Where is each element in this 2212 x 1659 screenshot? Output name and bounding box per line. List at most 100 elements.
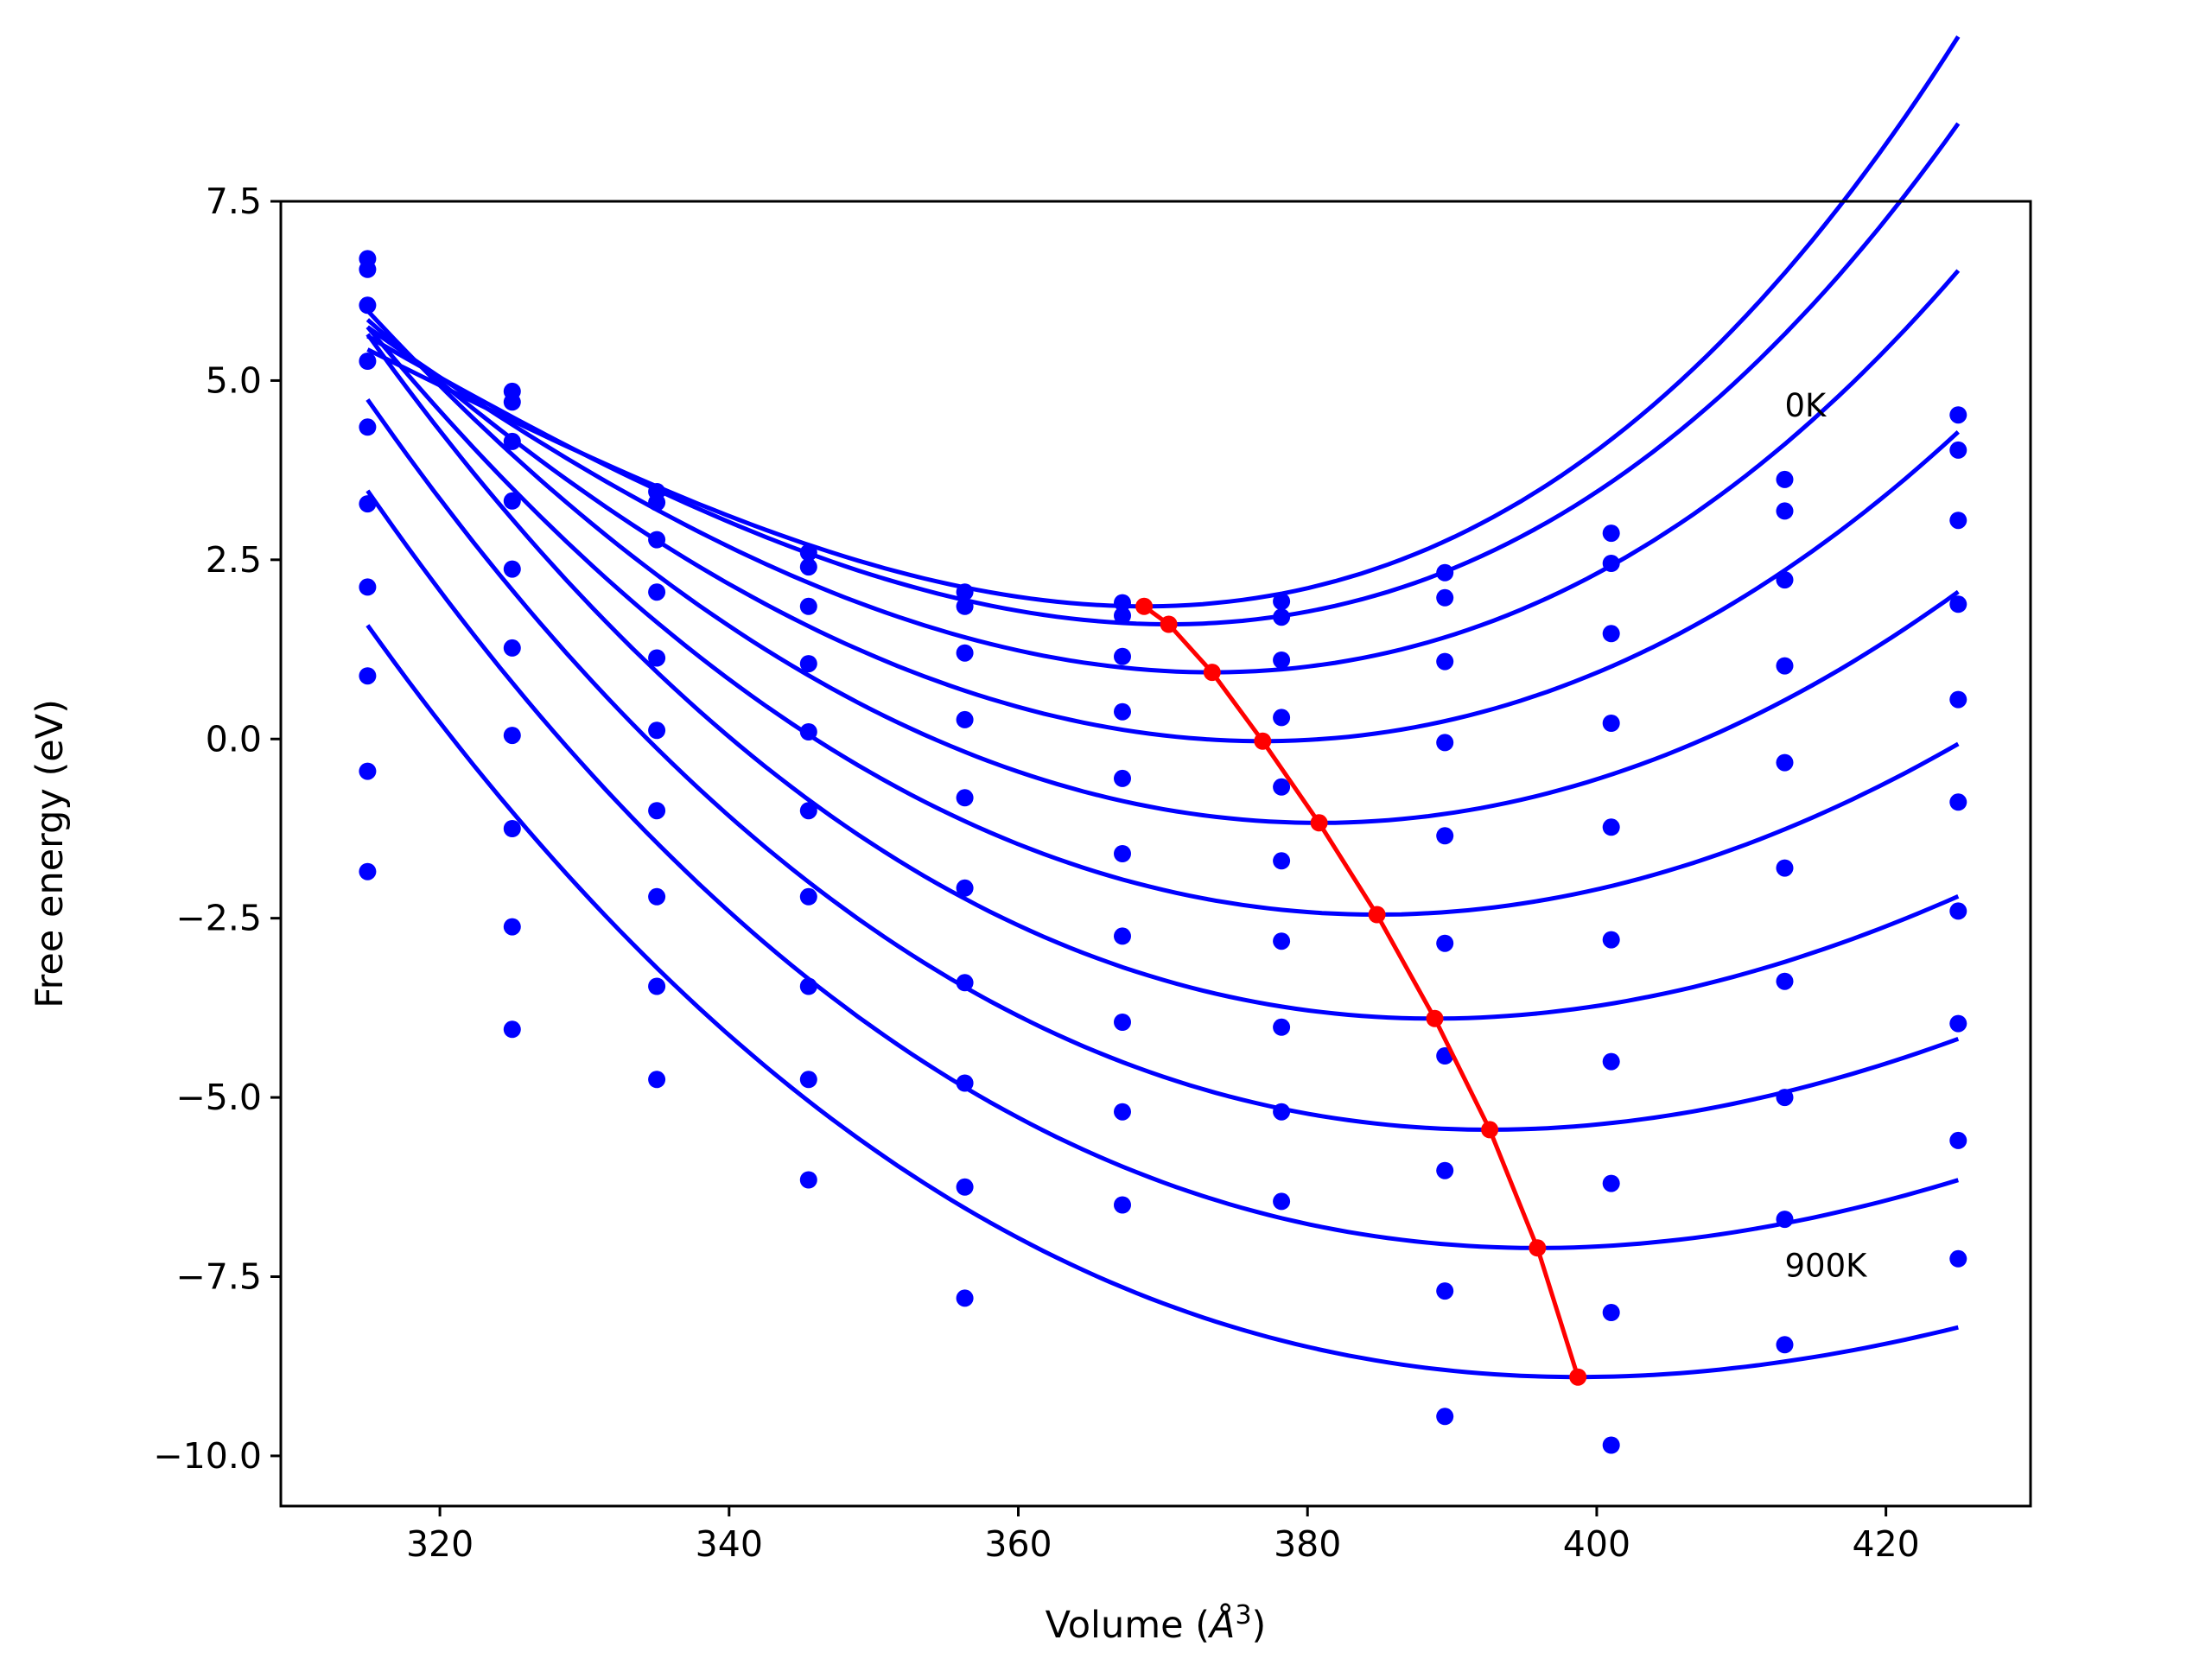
data-point-s8-9 — [1602, 1174, 1620, 1192]
y-tick-label: −7.5 — [175, 1256, 262, 1298]
data-point-s1-5 — [956, 583, 974, 601]
fit-curve-10 — [365, 624, 1959, 1380]
data-point-s2-10 — [1776, 502, 1794, 520]
minimum-point-10 — [1569, 1368, 1587, 1386]
x-tick-label: 380 — [1274, 1523, 1341, 1565]
data-point-s9-10 — [1776, 1211, 1794, 1229]
data-point-s5-10 — [1776, 753, 1794, 772]
data-point-s7-4 — [799, 887, 817, 906]
data-point-s3-11 — [1949, 512, 1967, 530]
data-point-s2-4 — [799, 558, 817, 576]
data-point-s6-5 — [956, 879, 974, 897]
data-point-s7-11 — [1949, 902, 1967, 920]
data-point-s7-7 — [1273, 932, 1291, 950]
data-point-s5-6 — [1114, 769, 1131, 787]
data-point-s8-10 — [1776, 1089, 1794, 1107]
data-point-s5-7 — [1273, 778, 1291, 796]
data-point-s5-5 — [956, 789, 974, 807]
y-tick-label: −10.0 — [153, 1435, 262, 1477]
data-point-s7-5 — [956, 974, 974, 992]
data-point-s2-2 — [503, 393, 521, 411]
data-point-s4-3 — [648, 583, 666, 601]
minimum-point-5 — [1310, 814, 1328, 832]
fit-curves — [365, 35, 1961, 1380]
data-point-s6-1 — [359, 495, 377, 513]
plot-frame — [279, 200, 2032, 1508]
y-tick-label: 5.0 — [206, 359, 262, 401]
fit-curve-3 — [365, 269, 1961, 675]
data-point-s9-4 — [799, 1071, 817, 1089]
data-point-s9-3 — [648, 977, 666, 995]
data-point-s3-10 — [1776, 571, 1794, 589]
data-point-s3-2 — [503, 432, 521, 450]
minimum-point-7 — [1426, 1009, 1444, 1027]
data-point-s4-4 — [799, 655, 817, 673]
minimum-point-4 — [1254, 732, 1272, 750]
data-point-s6-2 — [503, 639, 521, 657]
data-point-s1-6 — [1114, 594, 1131, 612]
data-point-s4-8 — [1436, 734, 1454, 752]
data-point-s3-9 — [1602, 625, 1620, 643]
fit-curve-4 — [365, 318, 1960, 744]
data-point-s6-7 — [1273, 852, 1291, 870]
data-point-s4-11 — [1949, 595, 1967, 613]
data-point-s2-7 — [1273, 608, 1291, 626]
x-axis-title: Volume (Å3) — [1046, 1600, 1267, 1647]
data-point-s10-6 — [1114, 1196, 1131, 1214]
data-point-s2-1 — [359, 260, 377, 278]
data-point-s8-5 — [956, 1074, 974, 1092]
minimum-point-1 — [1135, 597, 1154, 615]
data-point-s7-6 — [1114, 927, 1131, 945]
data-point-s7-3 — [648, 802, 666, 820]
data-point-s7-1 — [359, 578, 377, 596]
fit-curve-9 — [365, 489, 1960, 1250]
y-axis-title: Free energy (eV) — [29, 699, 72, 1008]
data-point-s3-1 — [359, 296, 377, 315]
data-point-s8-2 — [503, 820, 521, 837]
data-point-s6-9 — [1602, 931, 1620, 949]
y-tick-label: 2.5 — [206, 539, 262, 581]
data-point-s2-3 — [648, 493, 666, 512]
data-point-s9-9 — [1602, 1304, 1620, 1321]
data-point-s2-6 — [1114, 607, 1131, 625]
data-point-s8-6 — [1114, 1014, 1131, 1031]
annotation-label-2: 900K — [1784, 1248, 1868, 1285]
data-point-s10-2 — [503, 1020, 521, 1039]
data-point-s10-10 — [1776, 1336, 1794, 1354]
data-point-s9-6 — [1114, 1103, 1131, 1121]
data-point-s3-3 — [648, 531, 666, 549]
data-point-s6-6 — [1114, 845, 1131, 862]
minimum-point-3 — [1203, 664, 1221, 682]
annotations: 0K 900K — [1784, 387, 1868, 1285]
data-point-s9-8 — [1436, 1282, 1454, 1300]
x-axis-ticks: 320 340 360 380 400 420 — [406, 1506, 1920, 1565]
data-point-s10-9 — [1602, 1436, 1620, 1454]
data-point-s8-4 — [799, 977, 817, 995]
data-point-s9-5 — [956, 1178, 974, 1196]
data-point-s6-3 — [648, 721, 666, 740]
data-point-s2-5 — [956, 597, 974, 615]
annotation-label-1: 0K — [1784, 387, 1827, 424]
minimum-point-9 — [1529, 1239, 1547, 1257]
data-point-s2-11 — [1949, 441, 1967, 459]
data-point-s5-8 — [1436, 827, 1454, 845]
data-point-s10-4 — [799, 1171, 817, 1189]
data-point-s4-6 — [1114, 702, 1131, 721]
minimum-point-8 — [1481, 1121, 1499, 1139]
data-point-s3-6 — [1114, 647, 1131, 665]
data-points — [359, 250, 1967, 1454]
fit-curve-7 — [365, 333, 1960, 1021]
data-point-s1-10 — [1776, 470, 1794, 488]
data-point-s4-7 — [1273, 709, 1291, 727]
data-point-s10-8 — [1436, 1408, 1454, 1426]
data-point-s8-7 — [1273, 1018, 1291, 1036]
data-point-s10-7 — [1273, 1192, 1291, 1211]
data-point-s10-1 — [359, 862, 377, 880]
minima-line — [1135, 597, 1587, 1386]
data-point-s7-10 — [1776, 972, 1794, 990]
data-point-s6-10 — [1776, 859, 1794, 877]
data-point-s2-9 — [1602, 555, 1620, 572]
data-point-s3-4 — [799, 597, 817, 615]
data-point-s8-1 — [359, 667, 377, 685]
